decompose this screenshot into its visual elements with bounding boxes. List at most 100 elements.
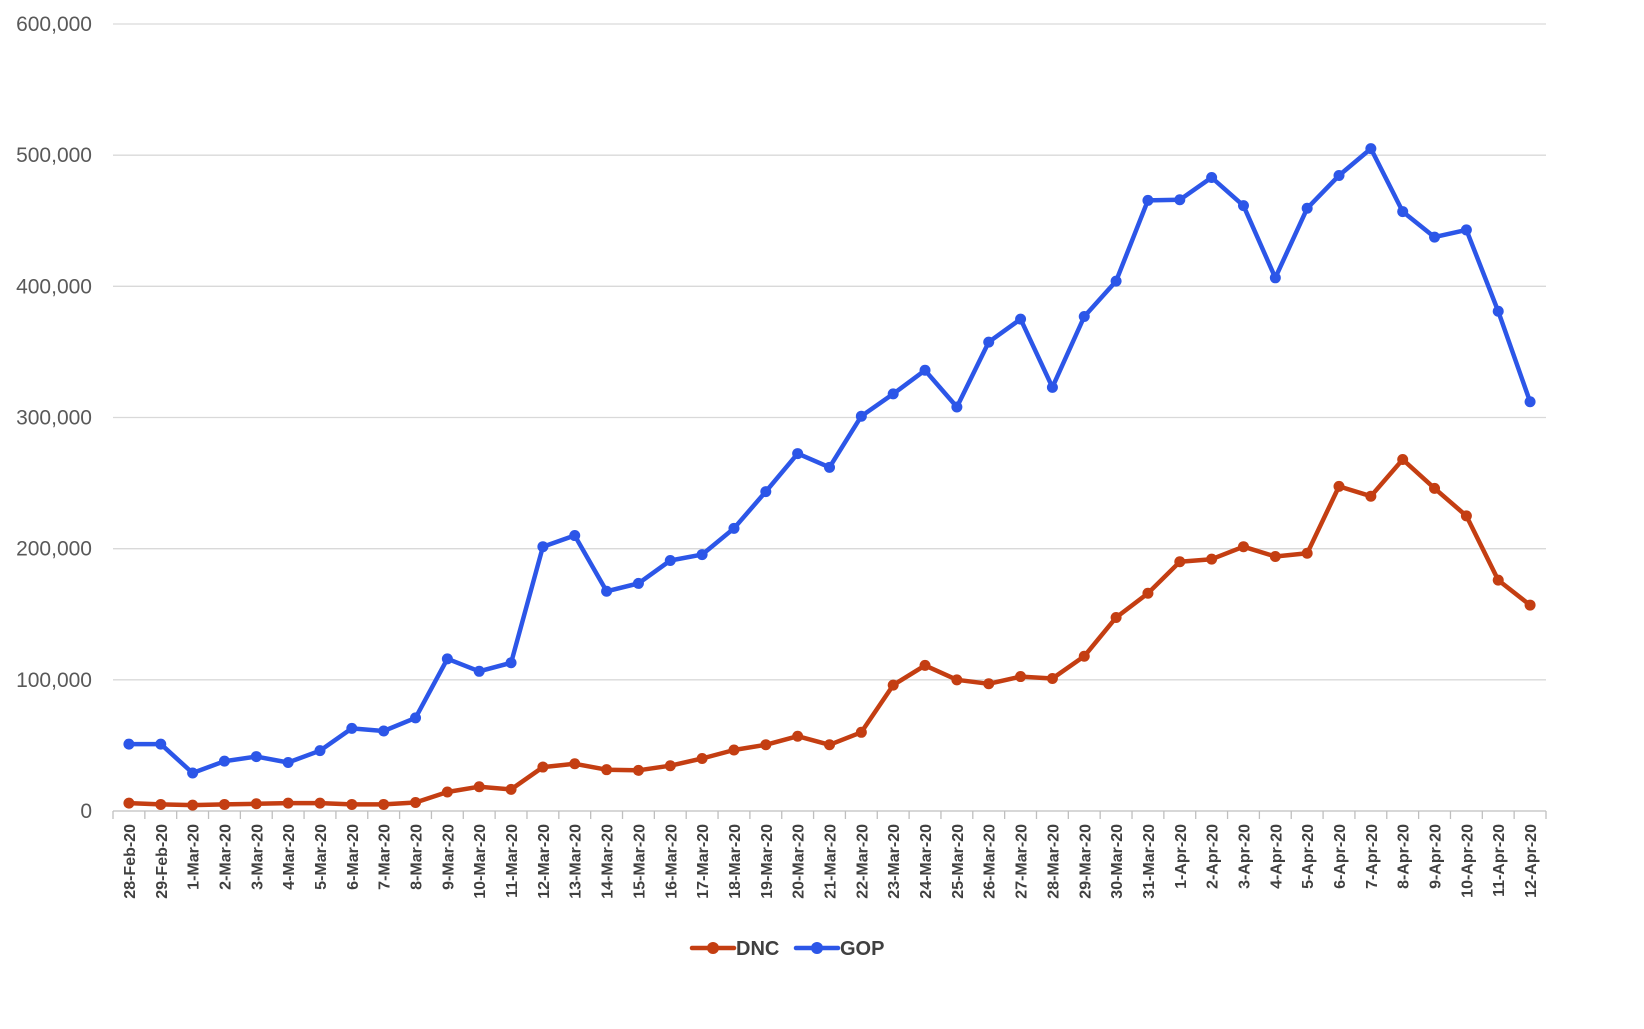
data-point-dnc[interactable]	[473, 781, 485, 793]
x-tick-label: 26-Mar-20	[982, 824, 999, 899]
data-point-dnc[interactable]	[218, 798, 230, 810]
x-tick-label: 6-Mar-20	[345, 824, 362, 890]
data-point-dnc[interactable]	[1301, 547, 1313, 559]
data-point-dnc[interactable]	[1365, 490, 1377, 502]
data-point-dnc[interactable]	[1078, 650, 1090, 662]
data-point-dnc[interactable]	[537, 761, 549, 773]
data-point-gop[interactable]	[250, 751, 262, 763]
data-point-dnc[interactable]	[1524, 599, 1536, 611]
data-point-dnc[interactable]	[664, 760, 676, 772]
data-point-dnc[interactable]	[314, 797, 326, 809]
data-point-gop[interactable]	[983, 336, 995, 348]
data-point-gop[interactable]	[1237, 200, 1249, 212]
data-point-dnc[interactable]	[1429, 482, 1441, 494]
data-point-dnc[interactable]	[696, 753, 708, 765]
data-point-dnc[interactable]	[378, 798, 390, 810]
data-point-dnc[interactable]	[1142, 587, 1154, 599]
data-point-gop[interactable]	[919, 364, 931, 376]
data-point-gop[interactable]	[1333, 169, 1345, 181]
legend-item-gop[interactable]: GOP	[793, 938, 884, 960]
data-point-dnc[interactable]	[824, 739, 835, 751]
data-point-dnc[interactable]	[569, 758, 581, 770]
data-point-dnc[interactable]	[1269, 551, 1281, 563]
data-point-dnc[interactable]	[1110, 612, 1122, 624]
data-point-gop[interactable]	[824, 461, 835, 473]
legend-label-dnc: DNC	[736, 938, 779, 960]
data-point-dnc[interactable]	[983, 678, 995, 690]
data-point-gop[interactable]	[601, 585, 613, 597]
data-point-gop[interactable]	[187, 767, 199, 779]
data-point-gop[interactable]	[1429, 231, 1441, 243]
data-point-dnc[interactable]	[760, 739, 772, 751]
data-point-dnc[interactable]	[346, 798, 358, 810]
data-point-gop[interactable]	[792, 448, 804, 460]
data-point-gop[interactable]	[664, 554, 676, 566]
data-point-dnc[interactable]	[123, 797, 135, 809]
data-point-dnc[interactable]	[1174, 556, 1186, 568]
data-point-gop[interactable]	[1046, 381, 1058, 393]
data-point-gop[interactable]	[123, 738, 135, 750]
data-point-dnc[interactable]	[282, 797, 294, 809]
data-point-gop[interactable]	[1397, 206, 1409, 218]
data-point-dnc[interactable]	[250, 798, 262, 810]
data-point-gop[interactable]	[473, 665, 485, 677]
data-point-gop[interactable]	[155, 738, 167, 750]
data-point-dnc[interactable]	[155, 798, 167, 810]
data-point-gop[interactable]	[1142, 194, 1154, 206]
data-point-dnc[interactable]	[601, 764, 613, 776]
data-point-gop[interactable]	[855, 410, 867, 422]
data-point-gop[interactable]	[441, 653, 453, 665]
data-point-gop[interactable]	[1206, 171, 1218, 183]
legend-item-dnc[interactable]: DNC	[689, 938, 779, 960]
data-point-gop[interactable]	[1365, 143, 1377, 155]
data-point-gop[interactable]	[1015, 313, 1027, 325]
data-point-dnc[interactable]	[887, 679, 899, 691]
data-point-dnc[interactable]	[855, 726, 867, 738]
data-point-gop[interactable]	[282, 756, 294, 768]
data-point-gop[interactable]	[1460, 224, 1472, 236]
data-point-dnc[interactable]	[919, 659, 931, 671]
data-point-gop[interactable]	[632, 577, 644, 589]
data-point-gop[interactable]	[1492, 305, 1504, 317]
data-point-gop[interactable]	[314, 745, 326, 757]
data-point-gop[interactable]	[346, 722, 358, 734]
x-tick-label: 9-Mar-20	[440, 824, 457, 890]
data-point-gop[interactable]	[218, 755, 230, 767]
data-point-gop[interactable]	[887, 388, 899, 400]
data-point-dnc[interactable]	[441, 786, 453, 798]
data-point-gop[interactable]	[1078, 311, 1090, 323]
data-point-gop[interactable]	[728, 522, 740, 534]
x-tick-label: 28-Feb-20	[122, 824, 139, 899]
legend[interactable]: DNC GOP	[689, 938, 884, 960]
data-point-gop[interactable]	[569, 530, 581, 542]
data-point-dnc[interactable]	[1397, 453, 1409, 465]
data-point-dnc[interactable]	[1206, 553, 1218, 565]
data-point-gop[interactable]	[696, 549, 708, 561]
data-point-dnc[interactable]	[410, 796, 422, 808]
data-point-gop[interactable]	[760, 486, 772, 498]
data-point-gop[interactable]	[1174, 194, 1186, 206]
data-point-gop[interactable]	[378, 725, 390, 737]
data-point-gop[interactable]	[1110, 275, 1122, 287]
data-point-dnc[interactable]	[792, 730, 804, 742]
data-point-dnc[interactable]	[951, 674, 963, 686]
data-point-dnc[interactable]	[1333, 480, 1345, 492]
data-point-dnc[interactable]	[505, 783, 517, 795]
data-point-gop[interactable]	[505, 657, 517, 669]
data-point-dnc[interactable]	[1046, 673, 1058, 685]
data-point-gop[interactable]	[537, 541, 549, 553]
data-point-dnc[interactable]	[1460, 510, 1472, 522]
data-point-gop[interactable]	[1301, 202, 1313, 214]
data-point-dnc[interactable]	[1492, 574, 1504, 586]
series-gop	[123, 143, 1536, 779]
data-point-gop[interactable]	[1269, 272, 1281, 284]
data-point-dnc[interactable]	[187, 799, 199, 811]
data-point-gop[interactable]	[1524, 396, 1536, 408]
data-point-gop[interactable]	[410, 712, 422, 724]
data-point-dnc[interactable]	[1015, 671, 1027, 683]
data-point-dnc[interactable]	[728, 744, 740, 756]
data-point-dnc[interactable]	[1237, 541, 1249, 553]
data-point-gop[interactable]	[951, 401, 963, 413]
data-point-dnc[interactable]	[632, 764, 644, 776]
y-tick-label: 600,000	[16, 13, 92, 36]
